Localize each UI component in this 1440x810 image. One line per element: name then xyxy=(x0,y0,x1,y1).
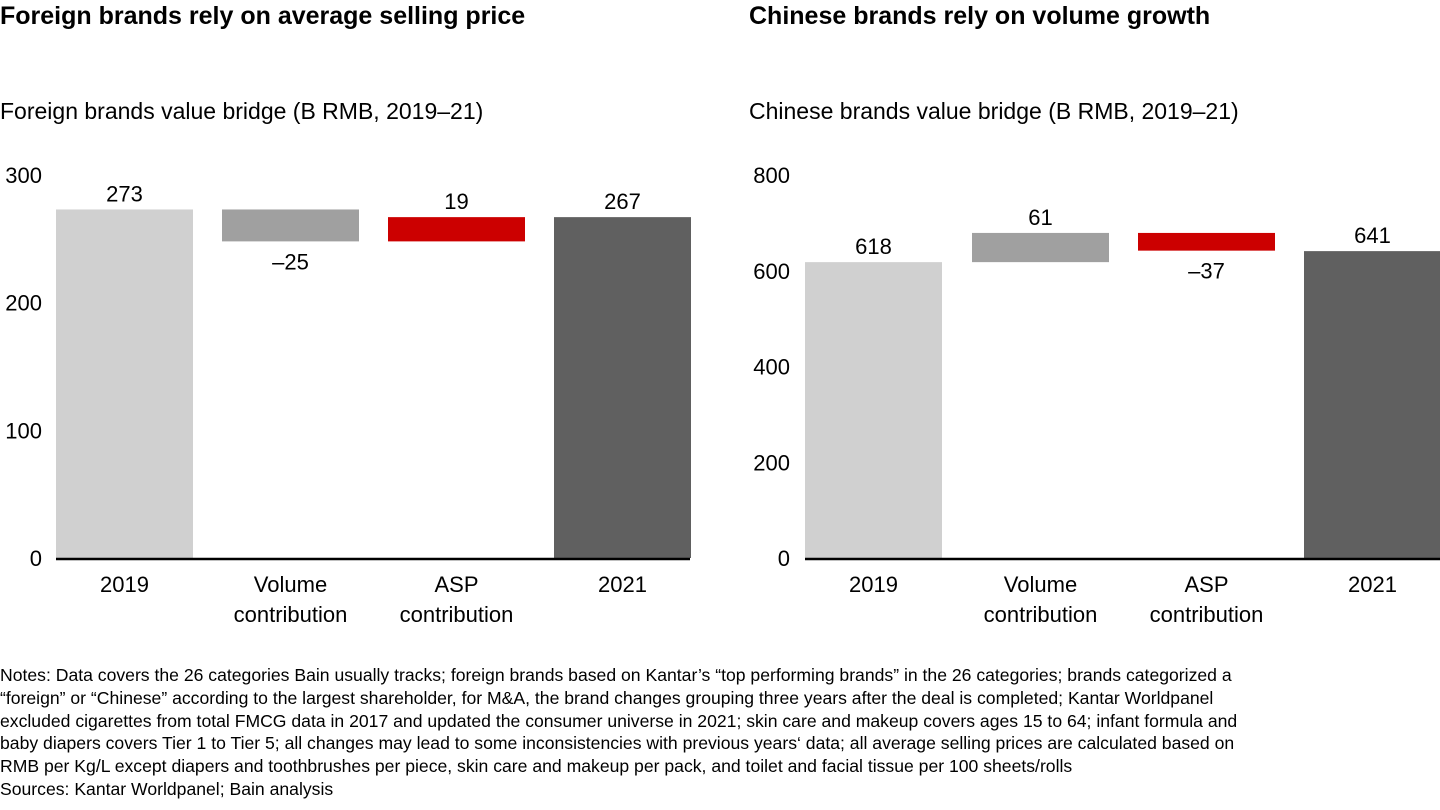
waterfall-bar xyxy=(1304,251,1440,558)
x-category-label: ASP xyxy=(1184,572,1228,597)
y-tick-label: 0 xyxy=(30,546,42,571)
x-category-label: 2021 xyxy=(598,572,647,597)
y-tick-label: 800 xyxy=(753,163,790,188)
notes-line: Notes: Data covers the 26 categories Bai… xyxy=(0,665,1232,685)
sources-line: Sources: Kantar Worldpanel; Bain analysi… xyxy=(0,778,334,799)
waterfall-bar xyxy=(972,232,1109,263)
foreign-brands-waterfall-chart: 0 100 200 300 273 2019 –25 Volume contribution 19… xyxy=(5,163,691,627)
data-label: –37 xyxy=(1188,259,1225,284)
y-tick-label: 400 xyxy=(753,355,790,380)
waterfall-bar xyxy=(56,209,193,558)
x-category-label: 2019 xyxy=(849,572,898,597)
data-label: –25 xyxy=(272,249,309,274)
y-tick-label: 200 xyxy=(753,450,790,475)
waterfall-bar xyxy=(1138,232,1275,251)
x-category-label: Volume xyxy=(1004,572,1077,597)
data-label: 19 xyxy=(444,189,468,214)
data-label: 61 xyxy=(1028,205,1052,230)
notes-line: excluded cigarettes from total FMCG data… xyxy=(0,710,1238,731)
waterfall-bar xyxy=(388,217,525,242)
x-category-label: Volume xyxy=(254,572,327,597)
left-chart-subtitle: Foreign brands value bridge (B RMB, 2019… xyxy=(0,98,484,124)
x-category-label: ASP xyxy=(434,572,478,597)
notes-line: RMB per Kg/L except diapers and toothbru… xyxy=(0,756,1073,777)
y-tick-label: 0 xyxy=(778,546,790,571)
notes-line: baby diapers covers Tier 1 to Tier 5; al… xyxy=(0,733,1235,754)
y-tick-label: 200 xyxy=(5,291,42,316)
x-category-label: contribution xyxy=(984,602,1098,627)
waterfall-bar xyxy=(554,217,691,558)
data-label: 267 xyxy=(604,189,641,214)
waterfall-bar xyxy=(222,209,359,242)
waterfall-bar xyxy=(805,262,942,558)
right-chart-title: Chinese brands rely on volume growth xyxy=(749,2,1211,30)
notes-section: Notes: Data covers the 26 categories Bai… xyxy=(0,664,1440,801)
data-label: 618 xyxy=(855,234,892,259)
chinese-brands-waterfall-chart: 0 200 400 600 800 618 2019 61 Volume contribution… xyxy=(753,163,1440,627)
y-tick-label: 100 xyxy=(5,418,42,443)
x-category-label: contribution xyxy=(1150,602,1264,627)
x-category-label: 2019 xyxy=(100,572,149,597)
y-tick-label: 300 xyxy=(5,163,42,188)
notes-line: “foreign” or “Chinese” according to the … xyxy=(0,687,1214,708)
right-chart-subtitle: Chinese brands value bridge (B RMB, 2019… xyxy=(749,98,1239,124)
data-label: 273 xyxy=(106,181,143,206)
data-label: 641 xyxy=(1354,223,1391,248)
x-category-label: 2021 xyxy=(1348,572,1397,597)
x-category-label: contribution xyxy=(234,602,348,627)
x-category-label: contribution xyxy=(400,602,514,627)
left-chart-title: Foreign brands rely on average selling p… xyxy=(0,2,526,30)
y-tick-label: 600 xyxy=(753,259,790,284)
